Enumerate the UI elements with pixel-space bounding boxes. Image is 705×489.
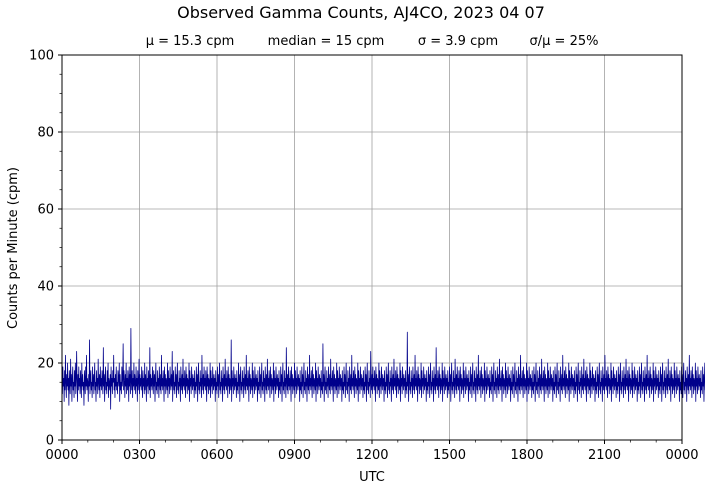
stat-ratio: σ/μ = 25% xyxy=(530,34,599,49)
series-line xyxy=(61,327,705,410)
chart-grid xyxy=(61,54,683,441)
x-tick-label: 0000 xyxy=(45,448,78,463)
x-tick-label: 0900 xyxy=(278,448,311,463)
y-tick-label: 40 xyxy=(37,280,54,295)
y-tick-label: 60 xyxy=(37,203,54,218)
x-tick-label: 0000 xyxy=(665,448,698,463)
x-axis-ticks: 0000 0300 0600 0900 1200 1500 1800 2100 0000 xyxy=(45,440,699,463)
x-tick-label: 2100 xyxy=(588,448,621,463)
x-tick-label: 1500 xyxy=(433,448,466,463)
stat-sigma: σ = 3.9 cpm xyxy=(418,34,498,49)
x-tick-label: 1200 xyxy=(355,448,388,463)
chart-title: Observed Gamma Counts, AJ4CO, 2023 04 07 xyxy=(177,3,545,22)
y-tick-label: 20 xyxy=(37,357,54,372)
stat-median: median = 15 cpm xyxy=(268,34,385,49)
y-axis-label: Counts per Minute (cpm) xyxy=(6,167,21,329)
y-axis-ticks: 0 20 40 60 80 100 xyxy=(29,49,62,449)
y-tick-label: 100 xyxy=(29,49,54,64)
x-tick-label: 0600 xyxy=(200,448,233,463)
y-tick-label: 80 xyxy=(37,126,54,141)
stat-mean: μ = 15.3 cpm xyxy=(146,34,235,49)
plot-area xyxy=(61,327,705,410)
x-axis-label: UTC xyxy=(359,470,385,485)
x-tick-label: 1800 xyxy=(510,448,543,463)
y-tick-label: 0 xyxy=(46,434,54,449)
x-tick-label: 0300 xyxy=(123,448,156,463)
